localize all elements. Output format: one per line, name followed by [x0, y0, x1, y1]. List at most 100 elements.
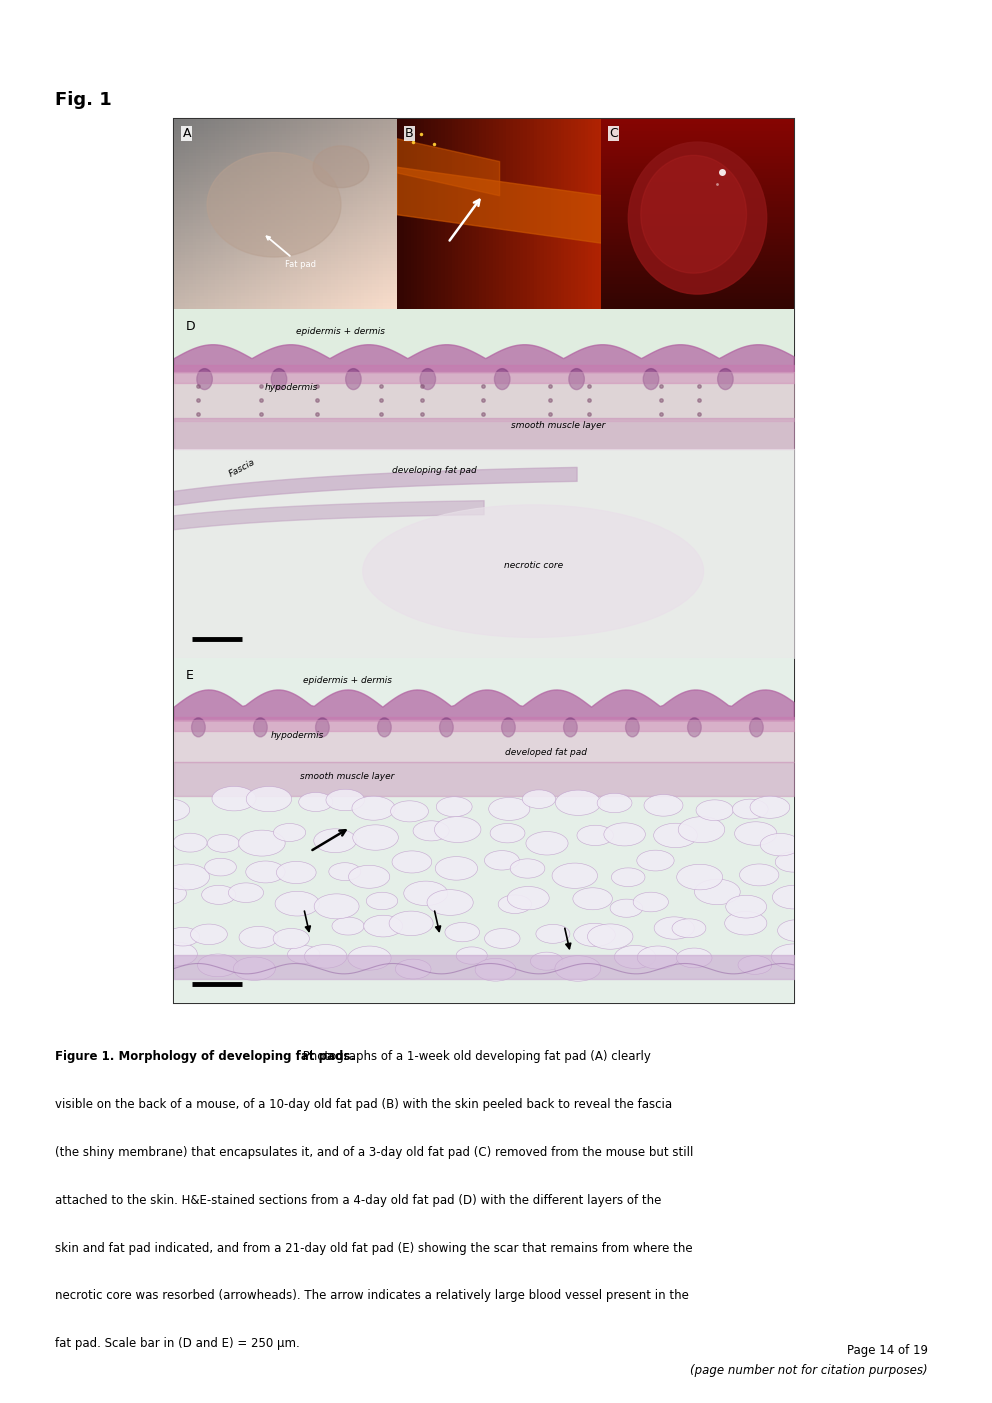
Circle shape	[750, 796, 790, 818]
Circle shape	[201, 885, 236, 905]
Ellipse shape	[315, 718, 329, 737]
Circle shape	[275, 891, 319, 916]
Circle shape	[366, 892, 398, 909]
Circle shape	[238, 831, 285, 856]
Ellipse shape	[271, 369, 287, 390]
Circle shape	[732, 800, 768, 819]
Text: B: B	[405, 126, 414, 140]
Circle shape	[364, 915, 403, 937]
Ellipse shape	[363, 505, 703, 637]
Ellipse shape	[378, 718, 391, 737]
Circle shape	[475, 958, 516, 981]
Circle shape	[490, 824, 525, 843]
Circle shape	[212, 787, 256, 811]
Circle shape	[207, 835, 239, 852]
Text: A: A	[183, 126, 191, 140]
Circle shape	[427, 890, 473, 915]
Text: developing fat pad: developing fat pad	[392, 466, 476, 476]
Circle shape	[597, 793, 632, 812]
Circle shape	[735, 822, 777, 845]
Text: hypodermis: hypodermis	[271, 731, 324, 739]
Text: smooth muscle layer: smooth muscle layer	[300, 772, 395, 781]
Ellipse shape	[196, 369, 212, 390]
Circle shape	[536, 925, 569, 943]
Text: Page 14 of 19: Page 14 of 19	[846, 1344, 928, 1357]
Text: skin and fat pad indicated, and from a 21-day old fat pad (E) showing the scar t: skin and fat pad indicated, and from a 2…	[55, 1242, 692, 1254]
Circle shape	[277, 861, 316, 884]
Circle shape	[246, 861, 285, 882]
Circle shape	[396, 960, 432, 979]
Circle shape	[614, 946, 656, 968]
Circle shape	[498, 895, 532, 913]
Circle shape	[694, 880, 740, 905]
Circle shape	[239, 926, 278, 948]
Circle shape	[166, 927, 199, 946]
Text: developed fat pad: developed fat pad	[505, 748, 586, 758]
Text: C: C	[609, 126, 618, 140]
Circle shape	[553, 863, 597, 888]
Circle shape	[328, 863, 361, 881]
Circle shape	[726, 895, 767, 918]
Circle shape	[587, 925, 633, 950]
Circle shape	[314, 894, 359, 919]
Circle shape	[573, 923, 615, 947]
Circle shape	[507, 887, 550, 909]
Circle shape	[654, 918, 694, 939]
Circle shape	[677, 864, 722, 890]
Text: Figure 1. Morphology of developing fat pads.: Figure 1. Morphology of developing fat p…	[55, 1051, 354, 1063]
Circle shape	[392, 850, 432, 873]
Text: Fascia: Fascia	[227, 457, 257, 478]
Circle shape	[489, 797, 530, 821]
Ellipse shape	[563, 718, 577, 737]
Circle shape	[436, 797, 472, 817]
Ellipse shape	[494, 369, 510, 390]
Circle shape	[672, 919, 706, 937]
Circle shape	[604, 822, 646, 846]
Text: attached to the skin. H&E-stained sections from a 4-day old fat pad (D) with the: attached to the skin. H&E-stained sectio…	[55, 1194, 661, 1207]
Text: hypodermis: hypodermis	[265, 383, 318, 391]
Circle shape	[633, 892, 669, 912]
Text: necrotic core was resorbed (arrowheads). The arrow indicates a relatively large : necrotic core was resorbed (arrowheads).…	[55, 1289, 688, 1302]
Circle shape	[456, 947, 487, 964]
Circle shape	[637, 946, 679, 969]
Circle shape	[204, 859, 236, 875]
Text: fat pad. Scale bar in (D and E) = 250 μm.: fat pad. Scale bar in (D and E) = 250 μm…	[55, 1337, 300, 1350]
Circle shape	[434, 817, 481, 842]
Circle shape	[163, 864, 209, 890]
Circle shape	[677, 948, 712, 968]
Text: smooth muscle layer: smooth muscle layer	[511, 421, 605, 429]
Ellipse shape	[207, 153, 341, 257]
Text: visible on the back of a mouse, of a 10-day old fat pad (B) with the skin peeled: visible on the back of a mouse, of a 10-…	[55, 1099, 672, 1111]
Text: epidermis + dermis: epidermis + dermis	[297, 327, 386, 335]
Ellipse shape	[568, 369, 584, 390]
Circle shape	[760, 833, 801, 856]
Ellipse shape	[345, 369, 361, 390]
Circle shape	[484, 850, 520, 870]
Circle shape	[299, 793, 333, 811]
Circle shape	[348, 946, 391, 969]
Circle shape	[523, 790, 556, 808]
Circle shape	[246, 787, 292, 812]
Circle shape	[738, 955, 772, 974]
Ellipse shape	[641, 156, 747, 274]
Text: D: D	[186, 320, 195, 333]
Circle shape	[352, 796, 395, 821]
Circle shape	[197, 954, 238, 976]
Circle shape	[155, 941, 197, 965]
Ellipse shape	[502, 718, 515, 737]
Ellipse shape	[628, 142, 767, 295]
Circle shape	[577, 825, 613, 846]
Ellipse shape	[750, 718, 763, 737]
Circle shape	[313, 829, 356, 853]
Text: Fig. 1: Fig. 1	[55, 91, 111, 109]
Circle shape	[353, 825, 399, 850]
Ellipse shape	[420, 369, 435, 390]
Ellipse shape	[191, 718, 205, 737]
Circle shape	[724, 912, 767, 934]
Circle shape	[556, 790, 601, 815]
Circle shape	[644, 794, 682, 817]
Circle shape	[305, 944, 347, 968]
Circle shape	[413, 821, 449, 840]
Circle shape	[326, 790, 365, 811]
Circle shape	[679, 817, 725, 843]
